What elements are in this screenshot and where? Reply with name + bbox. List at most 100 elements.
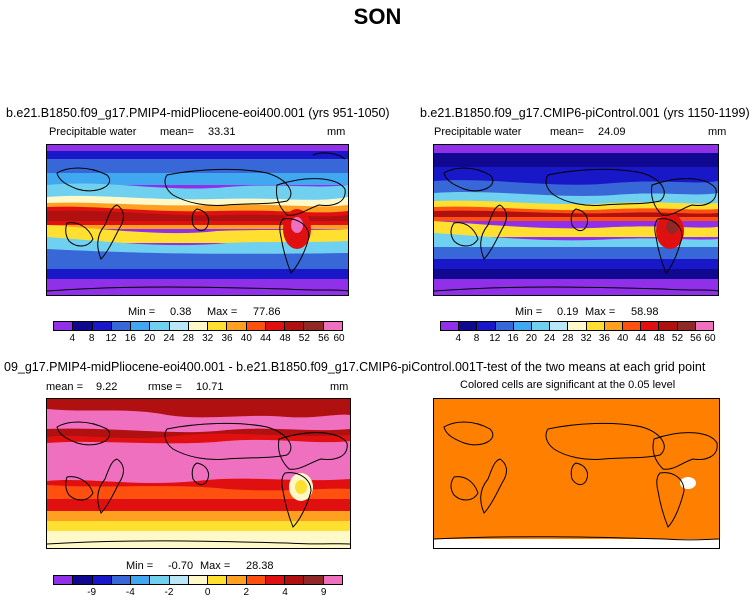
colorbar-swatch	[604, 322, 624, 330]
pliocene-tick-label: 56	[318, 333, 330, 344]
rmse-value-difference: 10.71	[196, 381, 224, 393]
colorbar-swatch	[150, 576, 170, 584]
picontrol-tick-label: 40	[617, 333, 629, 344]
colorbar-swatch	[304, 576, 324, 584]
pliocene-tick-label: 32	[202, 333, 214, 344]
colorbar-pliocene	[53, 321, 343, 331]
map-pliocene-precipitable-water	[46, 144, 349, 296]
mean-label-difference: mean =	[46, 381, 83, 393]
colorbar-difference	[53, 575, 343, 585]
colorbar-swatch	[477, 322, 496, 330]
picontrol-tick-label: 28	[562, 333, 574, 344]
pliocene-tick-label: 24	[163, 333, 175, 344]
pliocene-tick-label: 28	[182, 333, 194, 344]
pliocene-tick-label: 52	[298, 333, 310, 344]
mean-value-picontrol: 24.09	[598, 126, 626, 138]
picontrol-tick-label: 16	[507, 333, 519, 344]
picontrol-tick-label: 4	[455, 333, 462, 344]
pliocene-tick-label: 40	[240, 333, 252, 344]
map-ttest-significance	[433, 398, 720, 549]
map-difference	[46, 398, 351, 549]
picontrol-tick-label: 32	[580, 333, 592, 344]
colorbar-swatch	[208, 576, 228, 584]
units-label-pliocene: mm	[327, 126, 346, 138]
max-value-pliocene: 77.86	[253, 306, 281, 318]
colorbar-swatch	[227, 322, 247, 330]
colorbar-swatch	[677, 322, 696, 330]
panel-title-ttest: T-test of the two means at each grid poi…	[476, 360, 706, 374]
picontrol-tick-label: 44	[635, 333, 647, 344]
pliocene-tick-label: 60	[333, 333, 345, 344]
min-label-difference: Min =	[126, 560, 154, 572]
season-title: SON	[353, 4, 402, 29]
picontrol-tick-label: 24	[544, 333, 556, 344]
min-value-difference: -0.70	[168, 560, 194, 572]
difference-tick-label: 9	[320, 587, 327, 598]
colorbar-swatch	[169, 322, 189, 330]
colorbar-swatch	[623, 322, 642, 330]
ttest-subtitle: Colored cells are significant at the 0.0…	[460, 379, 676, 391]
colorbar-swatch	[550, 322, 569, 330]
pliocene-tick-label: 16	[124, 333, 136, 344]
colorbar-swatch	[285, 322, 305, 330]
variable-label-pliocene: Precipitable water	[49, 126, 137, 138]
units-label-difference: mm	[330, 381, 349, 393]
colorbar-swatch	[92, 576, 112, 584]
colorbar-swatch	[304, 322, 324, 330]
pliocene-tick-label: 4	[69, 333, 76, 344]
colorbar-swatch	[227, 576, 247, 584]
map-difference-svg	[47, 399, 350, 548]
units-label-picontrol: mm	[708, 126, 727, 138]
colorbar-swatch	[131, 322, 151, 330]
colorbar-swatch	[659, 322, 678, 330]
rmse-label-difference: rmse =	[148, 381, 182, 393]
picontrol-tick-label: 20	[525, 333, 537, 344]
colorbar-ticks-picontrol: 4 8 12 16 20 24 28 32 36 40 44 48 52 56 60	[440, 333, 716, 345]
colorbar-swatch	[285, 576, 305, 584]
colorbar-swatch	[695, 322, 714, 330]
colorbar-ticks-pliocene: 4 8 12 16 20 24 28 32 36 40 44 48 52 56 60	[53, 333, 345, 345]
colorbar-swatch	[495, 322, 514, 330]
colorbar-swatch	[459, 322, 478, 330]
colorbar-swatch	[188, 322, 209, 330]
picontrol-tick-label: 12	[489, 333, 501, 344]
picontrol-tick-label: 60	[704, 333, 716, 344]
pliocene-tick-label: 36	[221, 333, 233, 344]
map-pliocene-svg	[47, 145, 348, 295]
difference-tick-label: 2	[243, 587, 250, 598]
mean-label-picontrol: mean=	[550, 126, 584, 138]
colorbar-swatch	[73, 576, 93, 584]
pliocene-tick-label: 20	[144, 333, 156, 344]
colorbar-swatch	[586, 322, 605, 330]
colorbar-swatch	[73, 322, 93, 330]
colorbar-swatch	[169, 576, 189, 584]
map-picontrol-precipitable-water	[433, 144, 719, 296]
variable-label-picontrol: Precipitable water	[434, 126, 522, 138]
max-label-difference: Max =	[200, 560, 231, 572]
difference-tick-label: 0	[204, 587, 211, 598]
pliocene-tick-label: 44	[260, 333, 272, 344]
picontrol-tick-label: 52	[671, 333, 684, 344]
panel-title-difference: 09_g17.PMIP4-midPliocene-eoi400.001 - b.…	[4, 360, 476, 374]
panel-title-pliocene: b.e21.B1850.f09_g17.PMIP4-midPliocene-eo…	[6, 106, 390, 120]
mean-value-pliocene: 33.31	[208, 126, 236, 138]
mean-label-pliocene: mean=	[160, 126, 194, 138]
colorbar-swatch	[111, 576, 132, 584]
colorbar-swatch	[532, 322, 551, 330]
colorbar-swatch	[208, 322, 228, 330]
colorbar-swatch	[246, 576, 266, 584]
colorbar-swatch	[150, 322, 170, 330]
max-label-pliocene: Max =	[207, 306, 238, 318]
mean-value-difference: 9.22	[96, 381, 118, 393]
difference-tick-label: -9	[87, 587, 97, 598]
colorbar-picontrol	[440, 321, 714, 331]
colorbar-swatch	[131, 576, 151, 584]
max-label-picontrol: Max =	[585, 306, 616, 318]
picontrol-tick-label: 36	[598, 333, 610, 344]
colorbar-swatch	[323, 576, 342, 584]
colorbar-swatch	[111, 322, 132, 330]
panel-title-picontrol: b.e21.B1850.f09_g17.CMIP6-piControl.001 …	[420, 106, 750, 120]
max-value-picontrol: 58.98	[631, 306, 659, 318]
colorbar-swatch	[246, 322, 266, 330]
pliocene-tick-label: 8	[88, 333, 95, 344]
